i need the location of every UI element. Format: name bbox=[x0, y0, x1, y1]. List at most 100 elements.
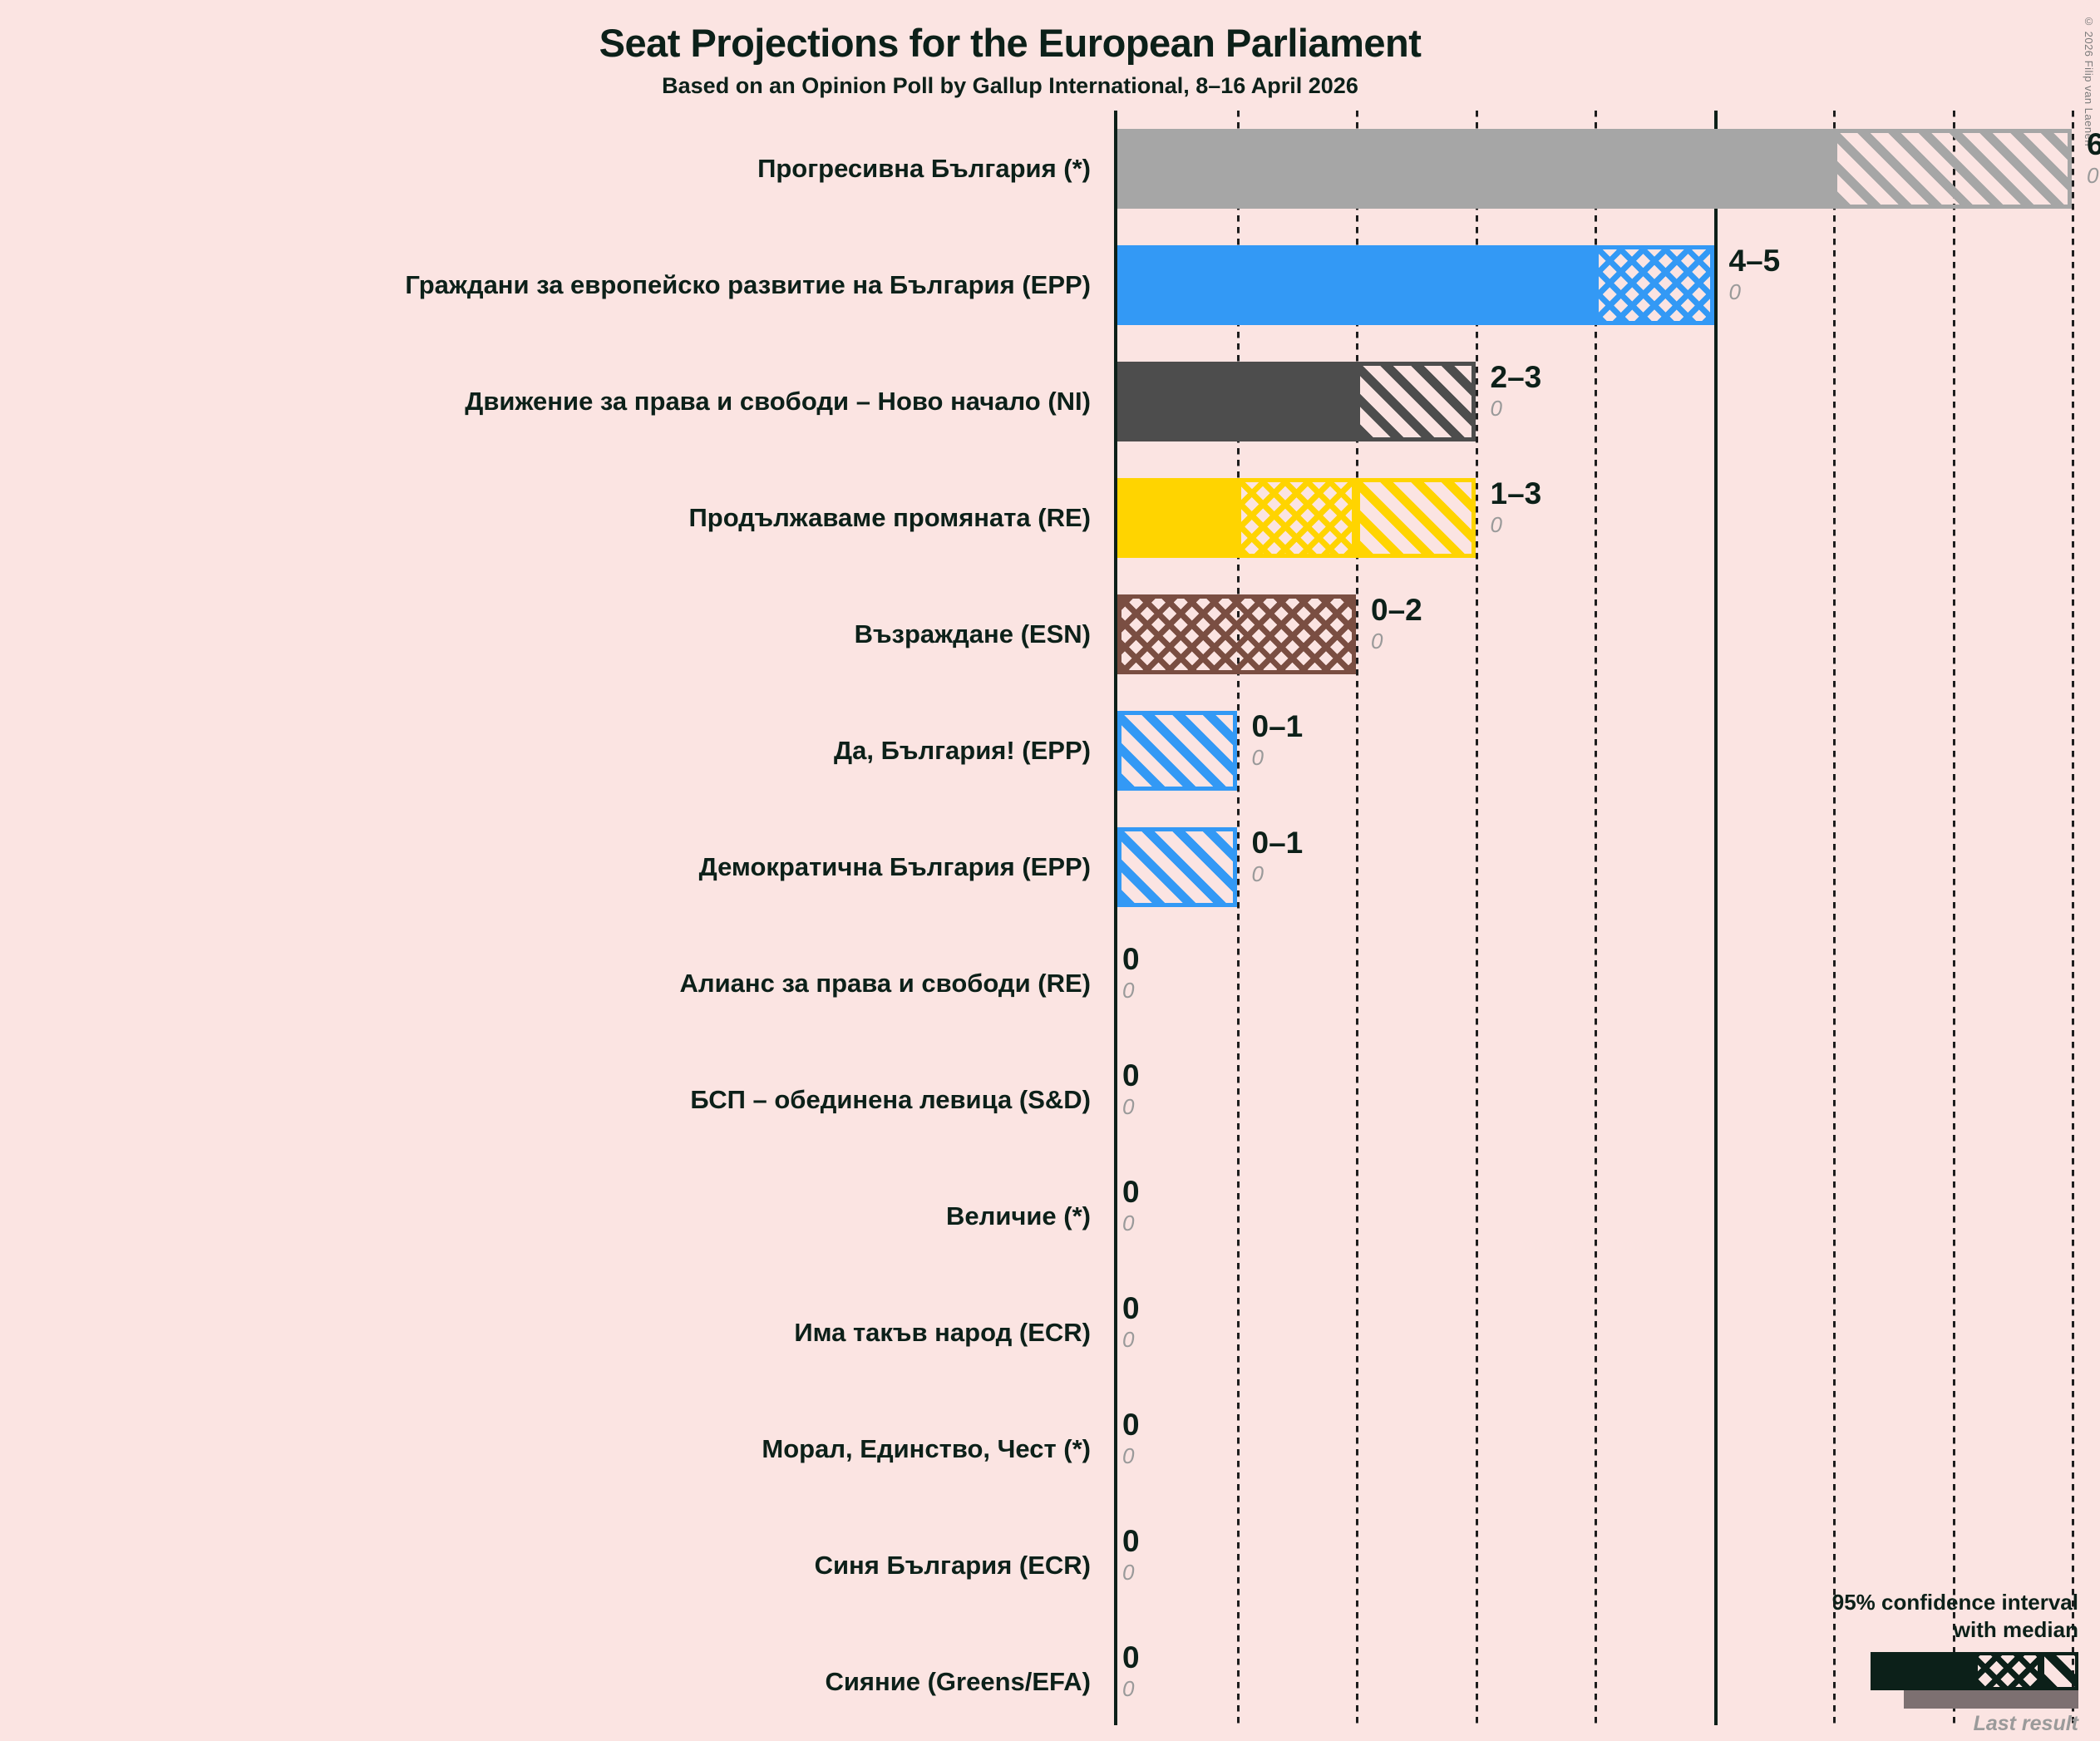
bar bbox=[1117, 129, 2072, 209]
row-value-last-result: 0 bbox=[1122, 1676, 1135, 1701]
bar-row: Има такъв народ (ECR) 0 0 bbox=[0, 1275, 2100, 1391]
gridline-2 bbox=[1356, 111, 1358, 1725]
bar-row: Възраждане (ESN) 0–2 0 bbox=[0, 576, 2100, 693]
bar bbox=[1117, 362, 1476, 441]
y-axis-line bbox=[1114, 111, 1117, 1725]
bar bbox=[1117, 478, 1476, 558]
bar-segment-solid bbox=[1117, 362, 1356, 441]
row-value-block: 4–5 0 bbox=[1729, 244, 1781, 305]
chart-subtitle: Based on an Opinion Poll by Gallup Inter… bbox=[662, 73, 1358, 98]
row-value-block: 2–3 0 bbox=[1491, 360, 1542, 422]
row-value-last-result: 0 bbox=[1251, 745, 1264, 770]
legend-segment-median bbox=[1871, 1652, 1974, 1690]
bar bbox=[1117, 245, 1714, 325]
legend-segment-diagonal bbox=[2041, 1652, 2078, 1690]
legend-title-line1: 95% confidence interval bbox=[1831, 1590, 2078, 1615]
row-label-party: Демократична България (EPP) bbox=[698, 852, 1091, 881]
row-value-last-result: 0 bbox=[1122, 1560, 1135, 1585]
row-label-party: Да, България! (EPP) bbox=[834, 736, 1091, 765]
row-label-party: Алианс за права и свободи (RE) bbox=[679, 969, 1091, 998]
row-value-range: 0–1 bbox=[1251, 826, 1304, 860]
row-value-range: 1–3 bbox=[1490, 476, 1542, 510]
bar-row: Демократична България (EPP) 0–1 0 bbox=[0, 809, 2100, 925]
gridline-1 bbox=[1236, 111, 1240, 1725]
bar-segment-cross bbox=[1236, 478, 1356, 558]
gridline-8 bbox=[2072, 111, 2074, 1725]
row-value-last-result: 0 bbox=[1728, 279, 1741, 304]
row-label-party: Граждани за европейско развитие на Бълга… bbox=[405, 270, 1091, 299]
bar bbox=[1117, 711, 1237, 791]
bar-row: Продължаваме промяната (RE) 1–3 0 bbox=[0, 460, 2100, 576]
bar-row: Морал, Единство, Чест (*) 0 0 bbox=[0, 1391, 2100, 1507]
bar-row: Движение за права и свободи – Ново начал… bbox=[0, 343, 2100, 460]
row-value-range: 0–1 bbox=[1251, 709, 1304, 743]
bar bbox=[1117, 594, 1356, 674]
bar-row: Величие (*) 0 0 bbox=[0, 1158, 2100, 1275]
row-value-range: 0 bbox=[1122, 1524, 1140, 1558]
row-label-party: Величие (*) bbox=[946, 1201, 1091, 1231]
row-value-block: 0–2 0 bbox=[1371, 593, 1422, 654]
legend-last-result-bar bbox=[1904, 1690, 2078, 1709]
row-value-block: 6–80 bbox=[2087, 127, 2100, 189]
row-value-last-result: 0 bbox=[1122, 1443, 1135, 1468]
bar-row: Да, България! (EPP) 0–1 0 bbox=[0, 693, 2100, 809]
legend-segment-crosshatch bbox=[1974, 1652, 2041, 1690]
chart-title: Seat Projections for the European Parlia… bbox=[599, 21, 1422, 65]
bar-segment-diag bbox=[1833, 129, 2072, 209]
bar-segment-diag bbox=[1356, 362, 1476, 441]
row-value-range: 2–3 bbox=[1490, 360, 1542, 394]
legend-title-line2: with median bbox=[1953, 1617, 2078, 1642]
row-value-last-result: 0 bbox=[1122, 1211, 1135, 1235]
bar-segment-cross bbox=[1117, 594, 1356, 674]
bar-row: Прогресивна България (*)6–80 bbox=[0, 111, 2100, 227]
bar-segment-solid bbox=[1117, 129, 1833, 209]
row-value-range: 0 bbox=[1122, 1291, 1140, 1325]
legend-title: 95% confidence interval with median bbox=[1762, 1589, 2078, 1644]
row-label-party: Морал, Единство, Чест (*) bbox=[762, 1434, 1091, 1463]
chart-legend: 95% confidence interval with median Last… bbox=[1762, 1589, 2078, 1736]
row-value-last-result: 0 bbox=[1122, 1327, 1135, 1352]
row-label-party: Продължаваме промяната (RE) bbox=[688, 503, 1092, 532]
row-value-last-result: 0 bbox=[1490, 396, 1502, 421]
bar-segment-cross bbox=[1595, 245, 1714, 325]
bar-segment-solid bbox=[1117, 478, 1237, 558]
bar-row: Алианс за права и свободи (RE) 0 0 bbox=[0, 925, 2100, 1042]
row-label-party: Има такъв народ (ECR) bbox=[794, 1318, 1091, 1347]
row-value-range: 0–2 bbox=[1371, 593, 1422, 627]
row-value-last-result: 0 bbox=[2087, 163, 2099, 188]
bar-row: Граждани за европейско развитие на Бълга… bbox=[0, 227, 2100, 343]
row-value-range: 6–8 bbox=[2087, 127, 2100, 161]
bar-segment-diag bbox=[1356, 478, 1476, 558]
row-value-last-result: 0 bbox=[1122, 978, 1135, 1003]
bar-row: БСП – обединена левица (S&D) 0 0 bbox=[0, 1042, 2100, 1158]
bar-segment-diag bbox=[1117, 827, 1237, 907]
legend-interval-bar bbox=[1871, 1652, 2078, 1690]
row-value-range: 4–5 bbox=[1728, 244, 1781, 278]
row-label-party: БСП – обединена левица (S&D) bbox=[690, 1085, 1091, 1114]
bar bbox=[1117, 827, 1237, 907]
row-value-last-result: 0 bbox=[1490, 512, 1502, 537]
bar-segment-solid bbox=[1117, 245, 1595, 325]
row-value-last-result: 0 bbox=[1251, 861, 1264, 886]
row-value-range: 0 bbox=[1122, 942, 1140, 976]
copyright-notice: © 2026 Filip van Laenen bbox=[2083, 15, 2095, 147]
row-value-range: 0 bbox=[1122, 1640, 1140, 1674]
row-label-party: Движение за права и свободи – Ново начал… bbox=[465, 387, 1091, 416]
row-value-range: 0 bbox=[1122, 1058, 1140, 1092]
row-value-range: 0 bbox=[1122, 1408, 1140, 1442]
gridline-4 bbox=[1595, 111, 1597, 1725]
row-value-range: 0 bbox=[1122, 1175, 1140, 1209]
bar-segment-diag bbox=[1117, 711, 1237, 791]
gridline-7 bbox=[1952, 111, 1955, 1725]
row-label-party: Синя България (ECR) bbox=[814, 1551, 1091, 1580]
row-value-last-result: 0 bbox=[1122, 1094, 1135, 1119]
gridline-6 bbox=[1833, 111, 1836, 1725]
row-value-block: 0–1 0 bbox=[1252, 826, 1304, 887]
legend-last-result-label: Last result bbox=[1973, 1712, 2078, 1735]
bar-row: Синя България (ECR) 0 0 bbox=[0, 1507, 2100, 1624]
